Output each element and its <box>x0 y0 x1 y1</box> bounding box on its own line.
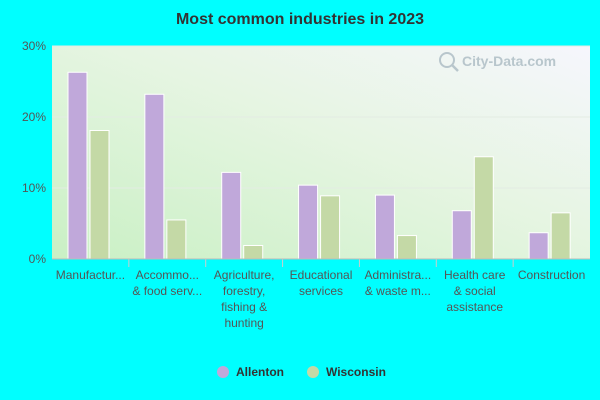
legend: Allenton Wisconsin <box>217 365 386 379</box>
x-tick-label: Health care <box>444 268 506 282</box>
magnifier-icon <box>439 52 459 72</box>
watermark: City-Data.com <box>439 52 556 72</box>
legend-swatch-allenton <box>217 366 229 378</box>
x-tick-label: Educational <box>290 268 353 282</box>
x-tick-label: hunting <box>224 316 263 330</box>
x-tick-label: Manufactur... <box>56 268 125 282</box>
bar-allenton-2[interactable] <box>221 171 242 260</box>
x-tick-label: Administra... <box>365 268 432 282</box>
y-tick-label: 30% <box>22 39 46 53</box>
x-tick-label: & social <box>454 284 496 298</box>
bar-wisconsin-4[interactable] <box>396 235 417 260</box>
x-axis-ticks: Manufactur... Accommo... & food serv... Agr… <box>56 259 585 330</box>
watermark-text: City-Data.com <box>462 53 556 69</box>
x-tick-label: Accommo... <box>136 268 199 282</box>
y-tick-label: 10% <box>22 181 46 195</box>
x-tick-label: & waste m... <box>365 284 431 298</box>
x-tick-label: fishing & <box>221 300 267 314</box>
bar-allenton-1[interactable] <box>144 93 165 260</box>
bar-allenton-3[interactable] <box>298 184 319 260</box>
bars <box>67 71 571 260</box>
bar-wisconsin-3[interactable] <box>320 195 341 260</box>
legend-label-wisconsin: Wisconsin <box>326 365 386 379</box>
y-tick-label: 20% <box>22 110 46 124</box>
x-tick-label: Construction <box>518 268 585 282</box>
bar-wisconsin-6[interactable] <box>550 212 571 260</box>
y-tick-label: 0% <box>29 252 47 266</box>
bar-allenton-6[interactable] <box>528 232 549 260</box>
grid-lines <box>52 45 590 189</box>
bar-wisconsin-0[interactable] <box>89 129 110 260</box>
bar-allenton-4[interactable] <box>374 194 395 260</box>
x-tick-label: Agriculture, <box>214 268 275 282</box>
bar-wisconsin-2[interactable] <box>243 245 264 260</box>
legend-swatch-wisconsin <box>307 366 319 378</box>
x-tick-label: forestry, <box>223 284 265 298</box>
x-tick-label: & food serv... <box>132 284 202 298</box>
x-tick-label: services <box>299 284 343 298</box>
y-axis-ticks: 0% 10% 20% 30% <box>22 39 46 266</box>
chart-title: Most common industries in 2023 <box>176 11 424 28</box>
bar-wisconsin-5[interactable] <box>473 156 494 260</box>
legend-label-allenton: Allenton <box>236 365 284 379</box>
x-tick-label: assistance <box>446 300 503 314</box>
bar-allenton-5[interactable] <box>451 210 472 260</box>
bar-allenton-0[interactable] <box>67 71 88 260</box>
bar-wisconsin-1[interactable] <box>166 219 187 260</box>
